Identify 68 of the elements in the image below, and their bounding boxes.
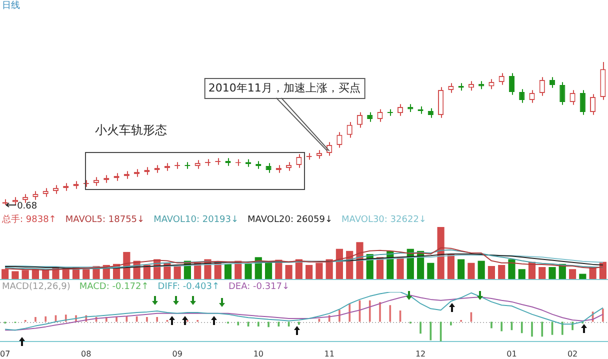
candlestick [356, 112, 363, 128]
chart-title: MACD(12,26,9) [2, 281, 70, 292]
text: DEA: -0.317↓ [228, 281, 290, 292]
bar [376, 257, 384, 279]
candlestick [508, 72, 515, 96]
candlestick [336, 132, 342, 148]
bar [488, 266, 496, 279]
text: 总手: 9838↑ [2, 214, 56, 227]
bar [518, 269, 526, 279]
bar [224, 264, 232, 279]
bar [295, 259, 302, 279]
bar [285, 264, 292, 279]
x-tick-label: 08 [81, 349, 92, 358]
x-tick-label: 02 [567, 349, 578, 358]
x-tick-label: 11 [324, 349, 334, 358]
candlestick [590, 94, 596, 116]
annotation: 小火车轨形态 [95, 122, 167, 139]
annotation: 0.68 [17, 201, 38, 212]
bar [478, 260, 485, 279]
x-tick-label: 01 [506, 349, 517, 358]
text: DIFF: -0.403↑ [158, 281, 220, 292]
text: MAVOL5: 18755↓ [65, 214, 145, 227]
candlestick [438, 86, 444, 118]
bar [447, 254, 454, 279]
candlestick [560, 82, 566, 106]
candlestick [580, 90, 586, 116]
candlestick [428, 108, 434, 118]
candlestick [539, 76, 545, 96]
bar [82, 269, 90, 279]
bar [396, 257, 404, 279]
bar [2, 269, 9, 279]
text: MAVOL20: 26059↓ [248, 214, 333, 227]
bar [22, 270, 29, 279]
bar [538, 267, 546, 279]
bar [264, 262, 272, 279]
chart-title: 日线 [2, 0, 20, 13]
candlestick [448, 82, 454, 94]
candlestick [367, 112, 373, 122]
bar [437, 227, 444, 279]
bar [508, 259, 516, 279]
text: MAVOL30: 32622↓ [342, 214, 426, 227]
x-tick-label: 09 [172, 349, 182, 358]
text: MACD: -0.172↑ [79, 281, 149, 292]
bar [356, 242, 364, 279]
x-tick-label: 07 [0, 349, 10, 358]
bar [174, 266, 181, 279]
bar [498, 264, 506, 279]
bar [42, 270, 50, 279]
bar [548, 267, 556, 279]
bar [143, 264, 150, 279]
bar [244, 262, 252, 279]
candlestick [346, 122, 352, 138]
candlestick [488, 78, 494, 90]
bar [579, 274, 586, 279]
annotation: 2010年11月，加速上涨，买点 [208, 81, 360, 94]
bar [336, 248, 344, 279]
bar [316, 262, 323, 279]
bar [306, 264, 313, 279]
bar [427, 262, 434, 279]
x-tick-label: 10 [253, 349, 264, 358]
bar [326, 259, 333, 279]
candlestick [266, 162, 272, 174]
bar [468, 262, 475, 279]
text: MAVOL10: 20193↓ [154, 214, 239, 227]
bar [458, 259, 465, 279]
bar [12, 271, 19, 279]
bar [568, 269, 576, 279]
x-tick-label: 12 [415, 349, 426, 358]
